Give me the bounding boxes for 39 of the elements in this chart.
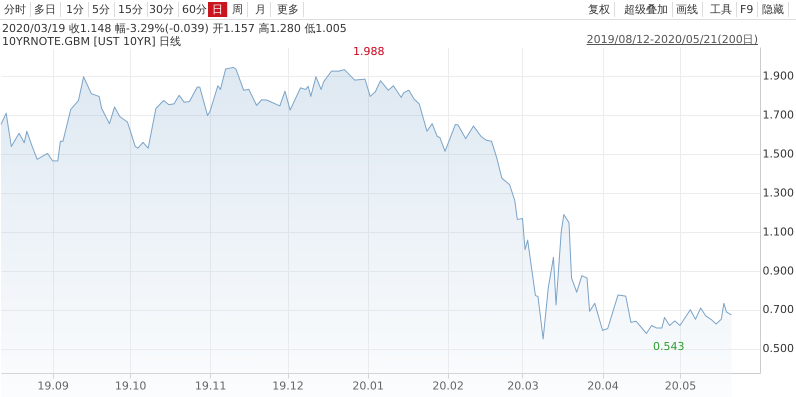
text: 工具	[706, 2, 737, 17]
text: 60分	[178, 2, 212, 17]
y-tick-label: 0.900	[762, 264, 794, 278]
text: 日	[208, 2, 228, 17]
x-tick-label: 19.12	[272, 380, 304, 392]
text: 5分	[88, 2, 115, 17]
x-tick-label: 20.04	[587, 380, 619, 392]
text: 复权	[584, 2, 615, 17]
x-tick-label: 19.11	[194, 380, 226, 392]
text: 周	[228, 2, 248, 17]
annotation: 0.543	[653, 340, 684, 353]
text: 1分	[62, 2, 89, 17]
chart-subtitle: 2020/03/19 收1.148 幅-3.29%(-0.039) 开1.157 高1.280 低1.005	[2, 21, 347, 36]
text: 30分	[145, 2, 179, 17]
text: 2019/08/12-2020/05/21(200日)	[586, 32, 758, 47]
y-tick-label: 1.100	[762, 225, 794, 238]
y-tick-label: 1.700	[762, 108, 794, 122]
text: 超级叠加	[620, 2, 673, 17]
y-tick-label: 0.500	[762, 342, 794, 356]
text: 多日	[30, 2, 61, 17]
y-tick-label: 0.700	[762, 303, 794, 316]
x-tick-label: 20.03	[507, 380, 539, 392]
text: 隐藏	[758, 2, 789, 17]
x-tick-label: 20.05	[664, 380, 696, 392]
text: 分时	[0, 2, 31, 17]
y-tick-label: 1.900	[762, 70, 794, 83]
text: 画线	[672, 2, 703, 17]
annotation: 1.988	[353, 45, 384, 58]
x-tick-label: 19.10	[114, 380, 146, 392]
x-tick-label: 20.02	[432, 380, 464, 392]
chart-title: 10YRNOTE.GBM [UST 10YR] 日线	[2, 34, 182, 49]
text: 月	[251, 2, 271, 17]
text: 15分	[114, 2, 148, 17]
x-tick-label: 19.09	[37, 380, 69, 392]
y-tick-label: 1.500	[762, 148, 794, 161]
text: 更多	[273, 2, 304, 17]
x-tick-label: 20.01	[352, 380, 384, 392]
text: F9	[736, 2, 758, 17]
y-tick-label: 1.300	[762, 186, 794, 200]
